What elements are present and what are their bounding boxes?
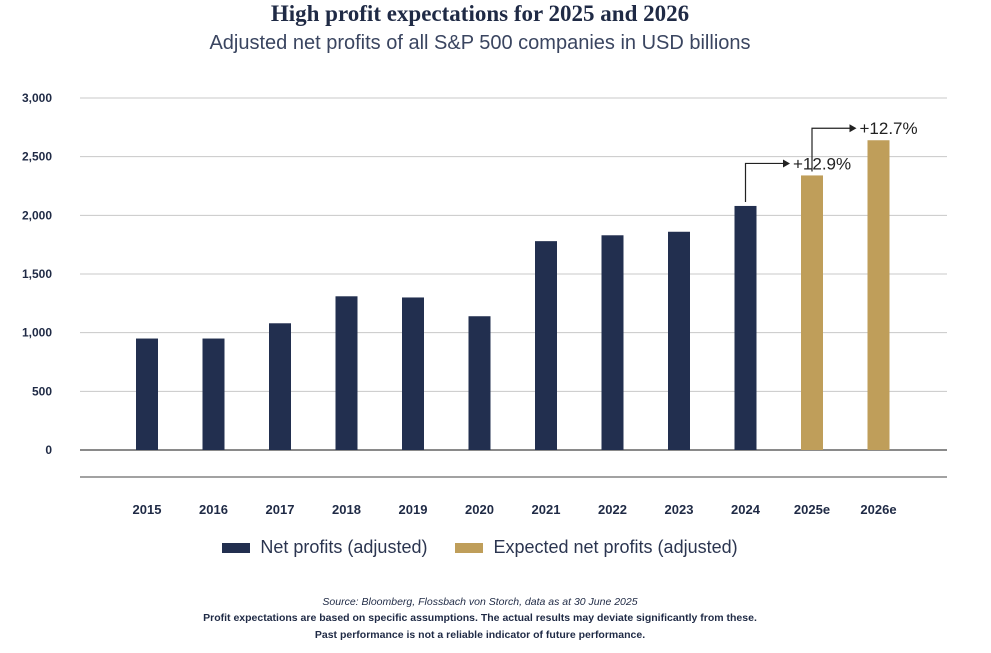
- y-tick-label: 500: [32, 384, 52, 398]
- x-tick-label: 2020: [465, 502, 494, 517]
- growth-arrow-line: [811, 127, 850, 172]
- bar-expected-profits: [801, 175, 823, 450]
- x-tick-label: 2024: [731, 502, 761, 517]
- x-tick-label: 2015: [133, 502, 162, 517]
- bar-net-profits: [535, 241, 557, 450]
- growth-label: +12.7%: [860, 119, 918, 138]
- x-tick-label: 2019: [399, 502, 428, 517]
- growth-arrowhead: [849, 124, 857, 133]
- y-tick-label: 0: [45, 443, 52, 457]
- x-tick-label: 2026e: [860, 502, 896, 517]
- growth-arrow-line: [744, 162, 783, 202]
- legend-label-net-profits: Net profits (adjusted): [260, 537, 428, 557]
- bar-chart: 0 500 1,000 1,500 2,000 2,500 3,000 2015 2016 201…: [22, 91, 947, 517]
- bar-net-profits: [202, 338, 225, 450]
- bar-expected-profits: [867, 140, 890, 451]
- disclaimer-past-performance: Past performance is not a reliable indic…: [314, 629, 646, 641]
- x-tick-label: 2017: [266, 502, 295, 517]
- legend-item-net-profits: Net profits (adjusted): [222, 537, 427, 558]
- chart-subtitle: Adjusted net profits of all S&P 500 comp…: [209, 32, 751, 54]
- y-tick-label: 3,000: [22, 91, 52, 105]
- legend-item-expected-profits: Expected net profits (adjusted): [455, 537, 738, 558]
- x-tick-label: 2025e: [794, 502, 830, 517]
- bar-net-profits: [734, 205, 757, 450]
- bar-net-profits: [402, 297, 424, 450]
- legend-label-expected-profits: Expected net profits (adjusted): [493, 537, 738, 557]
- disclaimer-expectations: Profit expectations are based on specifi…: [203, 612, 757, 624]
- growth-arrowhead: [783, 159, 790, 168]
- bar-net-profits: [269, 323, 291, 450]
- bar-net-profits: [668, 231, 690, 450]
- bar-net-profits: [335, 296, 358, 450]
- y-tick-label: 1,500: [22, 267, 52, 281]
- x-tick-label: 2022: [598, 502, 627, 517]
- x-tick-label: 2018: [332, 502, 361, 517]
- source-note: Source: Bloomberg, Flossbach von Storch,…: [322, 596, 638, 608]
- x-tick-label: 2016: [199, 502, 228, 517]
- x-tick-label: 2023: [665, 502, 694, 517]
- x-tick-label: 2021: [532, 502, 561, 517]
- bar-net-profits: [468, 316, 491, 450]
- y-tick-label: 2,000: [22, 208, 52, 222]
- chart-title: High profit expectations for 2025 and 20…: [270, 1, 690, 26]
- bar-net-profits: [601, 235, 624, 450]
- legend-swatch-net-profits: [222, 542, 251, 553]
- legend: Net profits (adjusted) Expected net prof…: [0, 537, 960, 558]
- legend-swatch-expected-profits: [455, 542, 484, 553]
- y-tick-label: 2,500: [22, 150, 52, 164]
- bar-net-profits: [136, 338, 158, 450]
- growth-label: +12.9%: [793, 154, 851, 173]
- y-tick-label: 1,000: [22, 326, 52, 340]
